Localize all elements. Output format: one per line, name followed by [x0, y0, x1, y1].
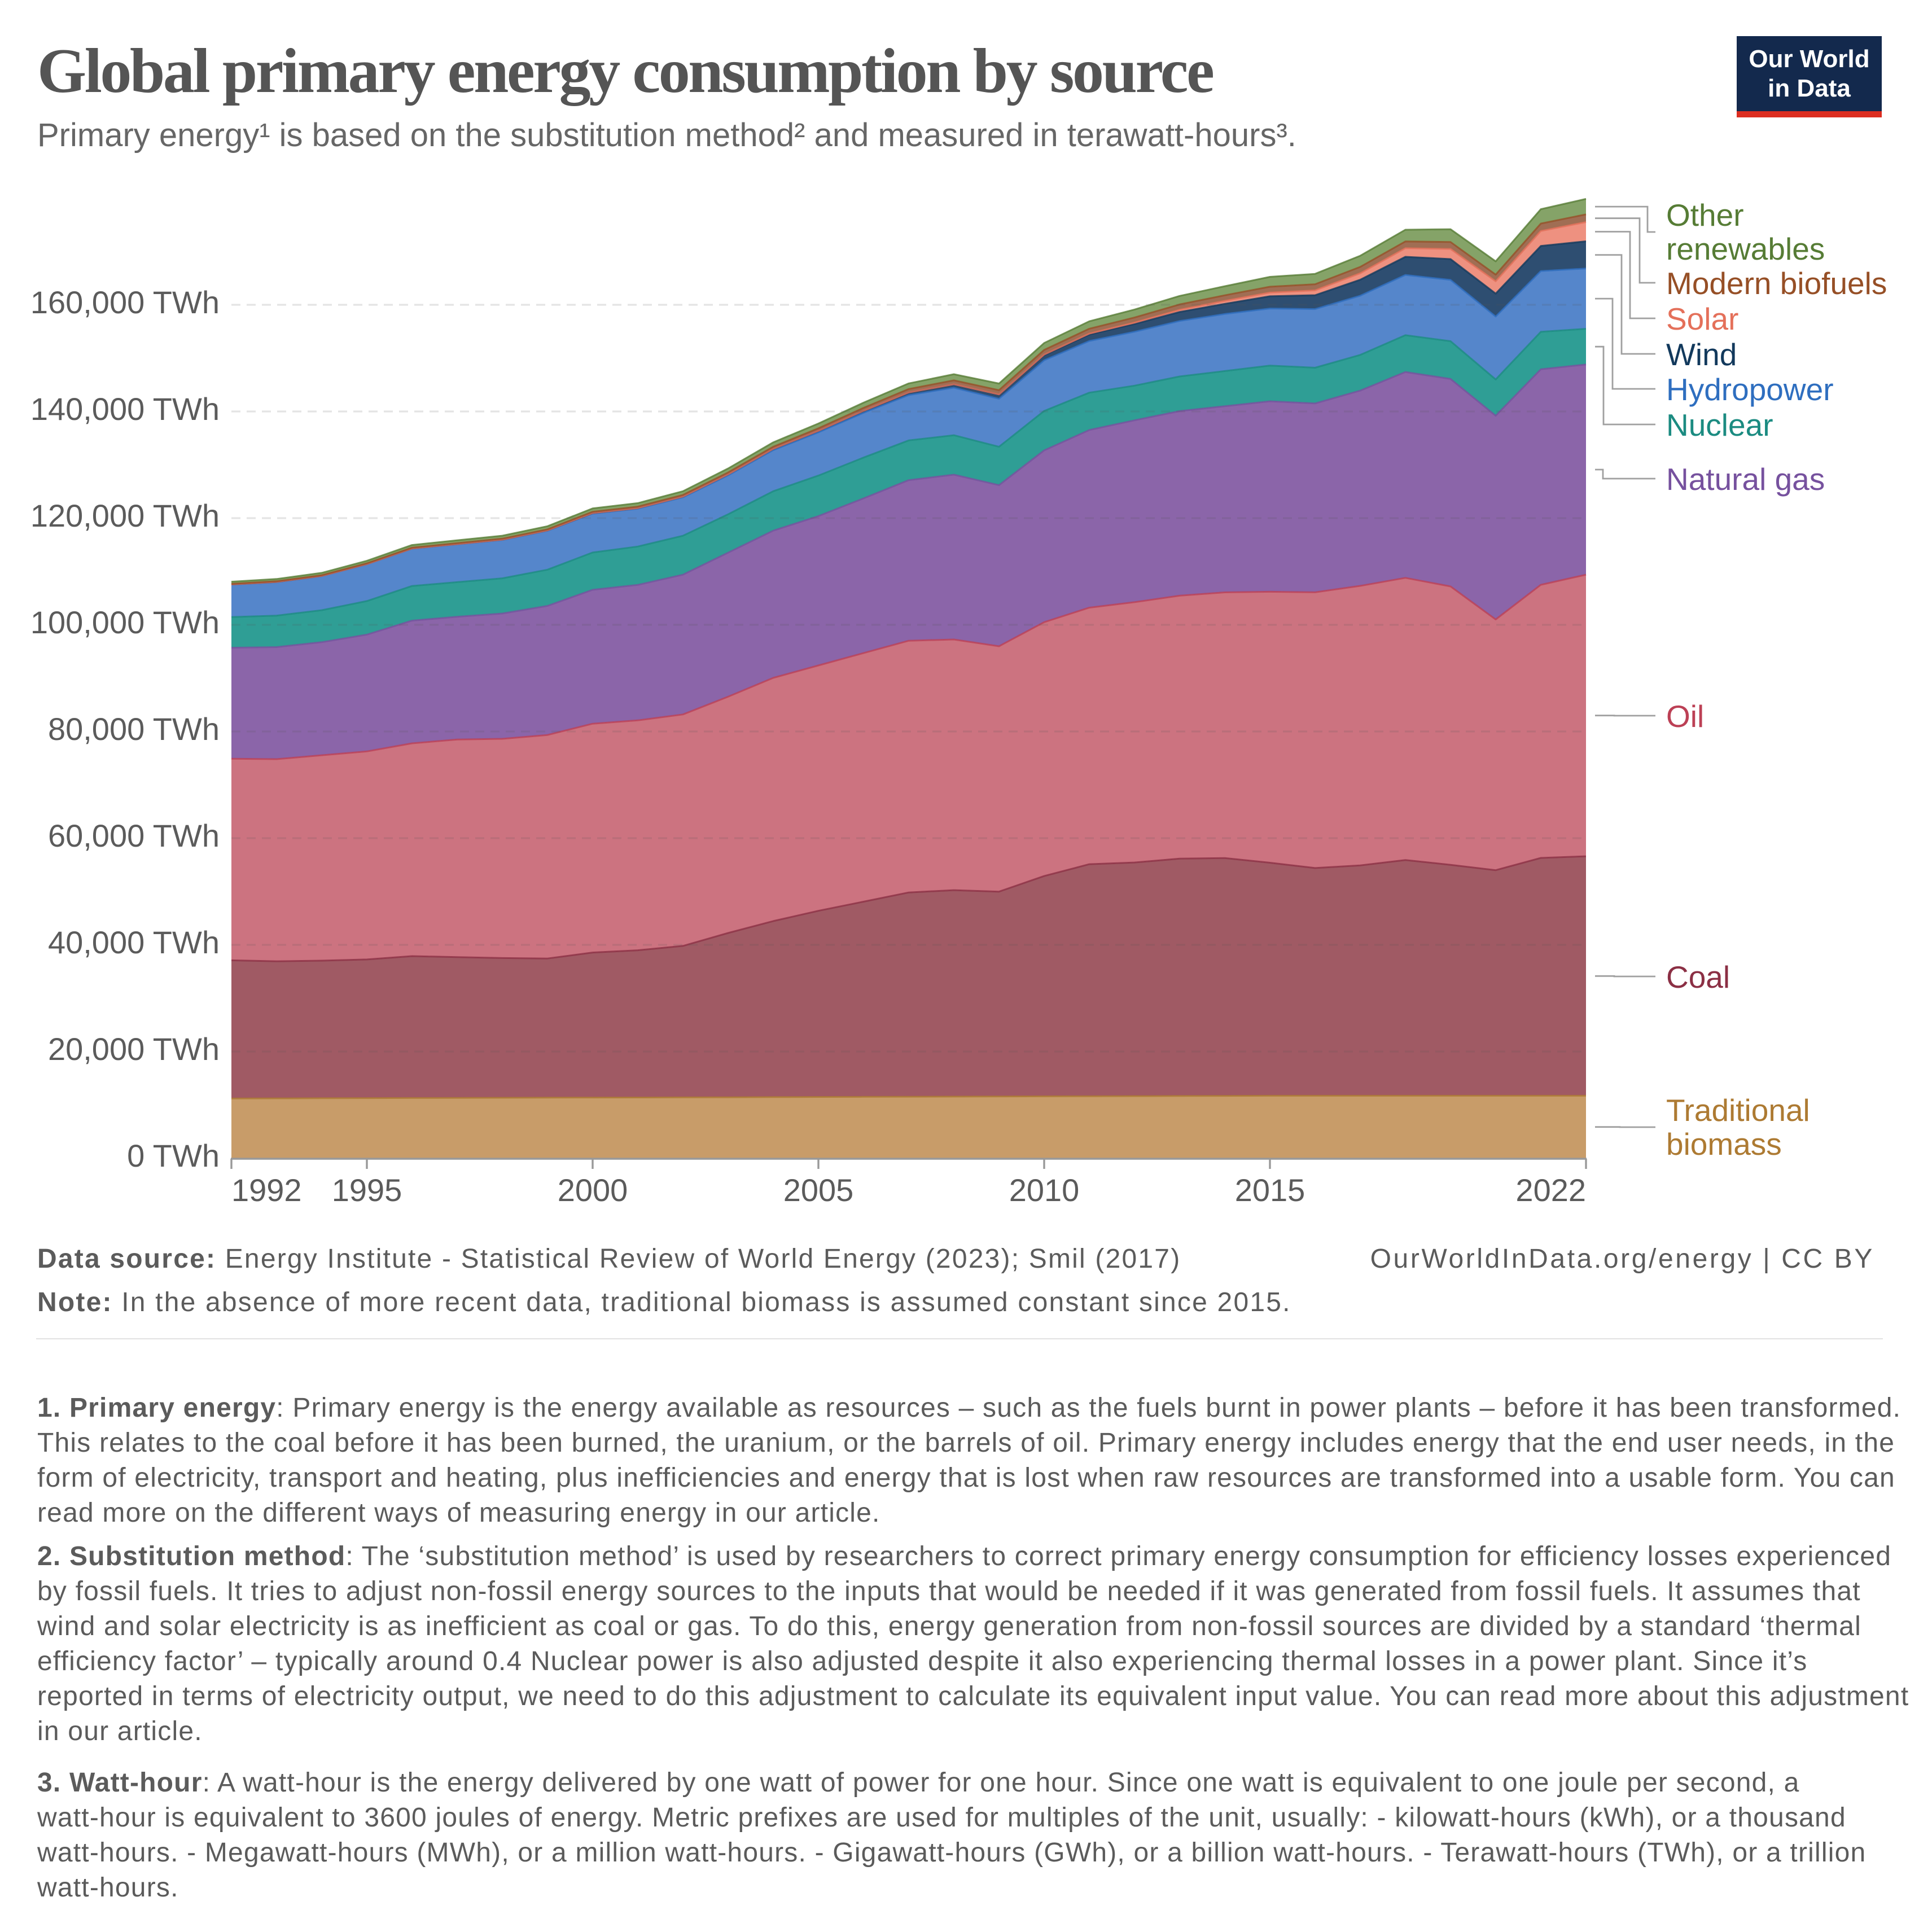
svg-text:140,000 TWh: 140,000 TWh	[30, 391, 220, 427]
svg-text:2000: 2000	[558, 1172, 628, 1208]
svg-text:Oil: Oil	[1666, 699, 1704, 734]
svg-text:Solar: Solar	[1666, 301, 1738, 336]
svg-text:Wind: Wind	[1666, 337, 1737, 372]
svg-text:renewables: renewables	[1666, 231, 1825, 266]
svg-text:2015: 2015	[1235, 1172, 1305, 1208]
svg-text:60,000 TWh: 60,000 TWh	[48, 818, 220, 853]
svg-text:100,000 TWh: 100,000 TWh	[30, 604, 220, 640]
svg-text:2010: 2010	[1009, 1172, 1080, 1208]
svg-text:20,000 TWh: 20,000 TWh	[48, 1031, 220, 1067]
svg-text:80,000 TWh: 80,000 TWh	[48, 711, 220, 747]
svg-text:160,000 TWh: 160,000 TWh	[30, 284, 220, 320]
svg-text:Modern biofuels: Modern biofuels	[1666, 266, 1887, 301]
svg-text:Nuclear: Nuclear	[1666, 408, 1773, 443]
svg-text:Traditional: Traditional	[1666, 1093, 1810, 1128]
svg-text:2005: 2005	[783, 1172, 854, 1208]
svg-text:2022: 2022	[1515, 1172, 1586, 1208]
svg-text:0 TWh: 0 TWh	[127, 1138, 220, 1173]
svg-text:Coal: Coal	[1666, 960, 1730, 995]
svg-text:Other: Other	[1666, 198, 1744, 233]
svg-text:1995: 1995	[332, 1172, 402, 1208]
svg-text:120,000 TWh: 120,000 TWh	[30, 498, 220, 533]
svg-text:biomass: biomass	[1666, 1127, 1782, 1162]
svg-text:Hydropower: Hydropower	[1666, 372, 1834, 407]
svg-text:40,000 TWh: 40,000 TWh	[48, 925, 220, 960]
svg-text:Natural gas: Natural gas	[1666, 462, 1825, 497]
svg-text:1992: 1992	[231, 1172, 302, 1208]
